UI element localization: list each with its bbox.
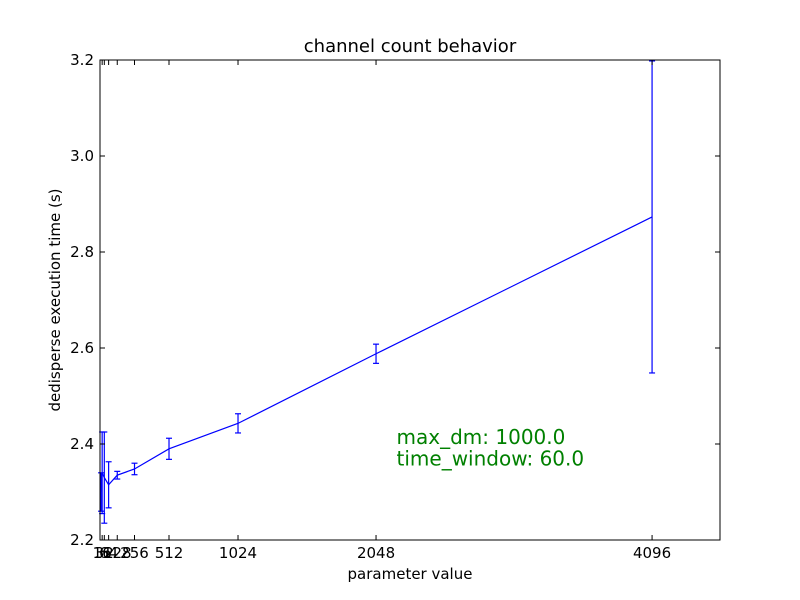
x-tick-label: 512 xyxy=(155,544,184,562)
plot-area xyxy=(98,60,656,524)
x-tick-label: 256 xyxy=(120,544,149,562)
y-tick-label: 2.6 xyxy=(70,339,94,357)
x-tick-label: 2048 xyxy=(357,544,395,562)
y-tick-label: 2.8 xyxy=(70,243,94,261)
series-line xyxy=(100,216,653,493)
y-tick-label: 2.2 xyxy=(70,531,94,549)
x-tick-label: 64 xyxy=(99,544,118,562)
x-tick-label: 32 xyxy=(95,544,114,562)
y-tick-label: 3.2 xyxy=(70,51,94,69)
x-tick-label: 128 xyxy=(103,544,132,562)
y-axis-label: dedisperse execution time (s) xyxy=(46,188,64,411)
annotation-text: max_dm: 1000.0 xyxy=(397,425,566,449)
plot-frame xyxy=(99,59,721,541)
x-tick-label: 16 xyxy=(93,544,112,562)
annotation-text: time_window: 60.0 xyxy=(397,447,585,471)
y-tick-label: 2.4 xyxy=(70,435,94,453)
x-axis-label: parameter value xyxy=(348,565,473,583)
x-tick-label: 4096 xyxy=(633,544,671,562)
chart-title: channel count behavior xyxy=(304,36,517,57)
x-tick-label: 1024 xyxy=(219,544,257,562)
y-tick-label: 3.0 xyxy=(70,147,94,165)
